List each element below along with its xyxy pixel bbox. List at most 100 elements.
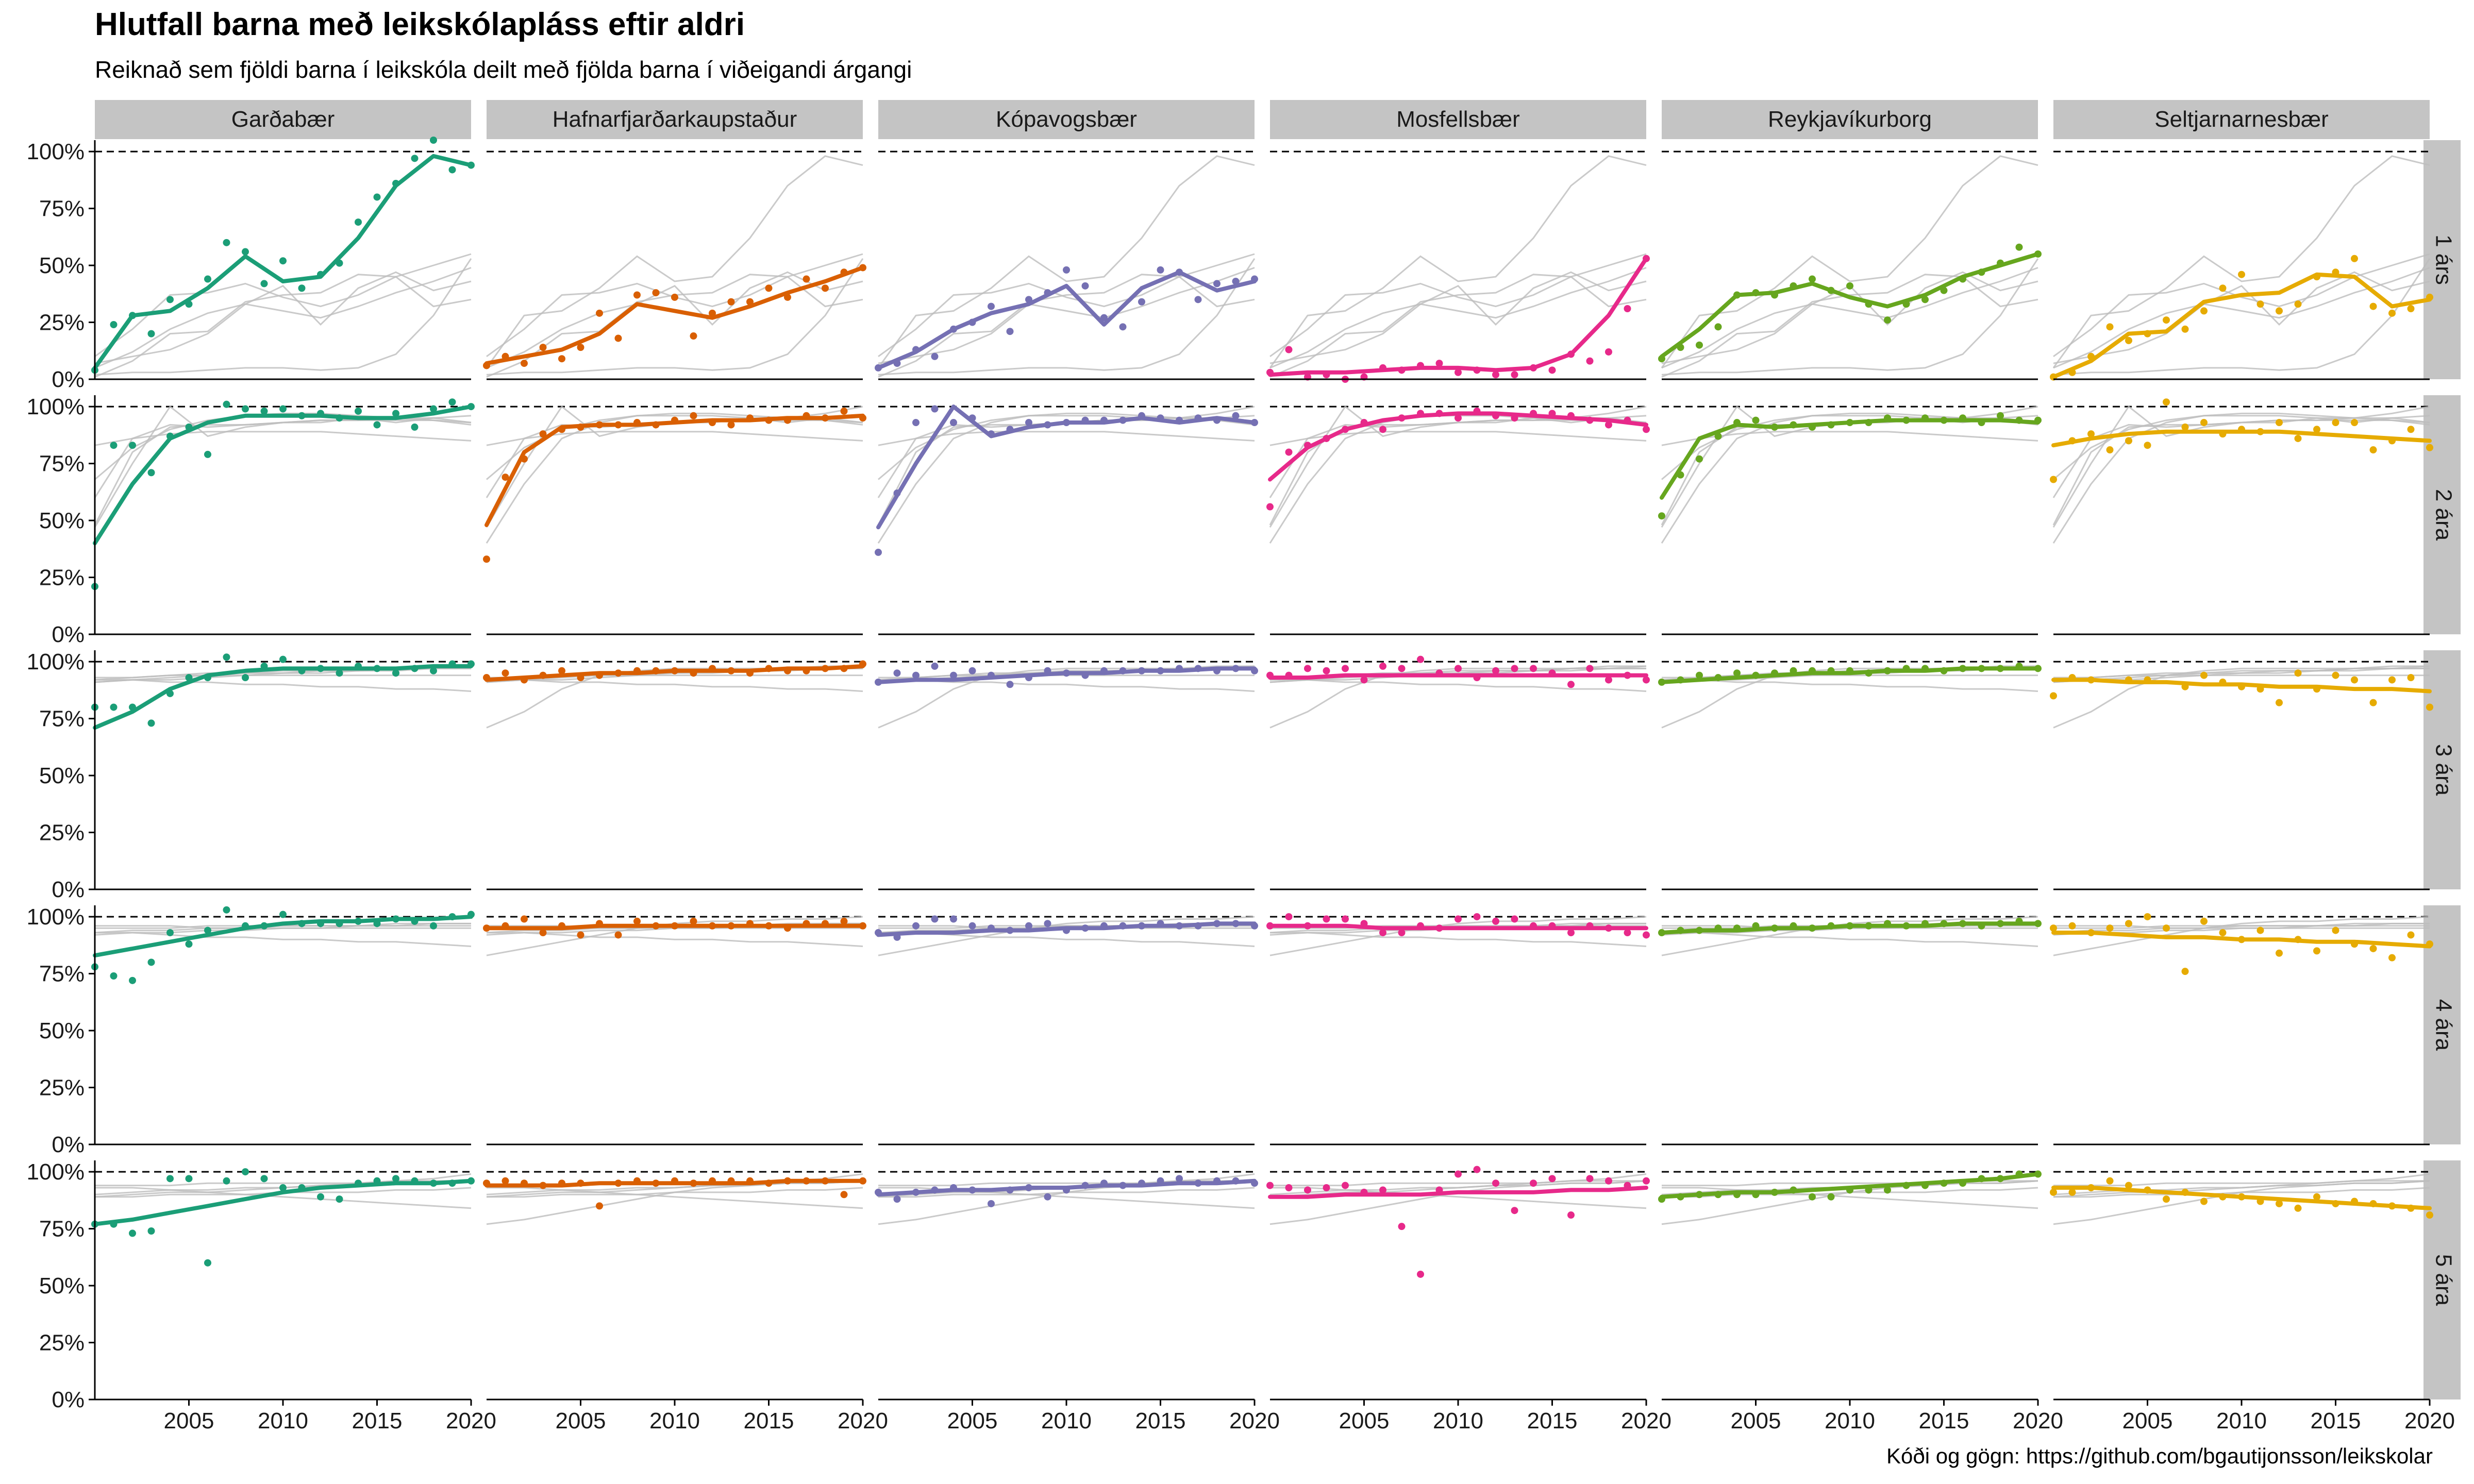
- background-trend-line: [878, 258, 1256, 376]
- x-tick-label: 2020: [446, 1408, 496, 1434]
- column-strip-label: Garðabær: [231, 107, 335, 132]
- data-point: [204, 1259, 211, 1267]
- background-trend-line: [2053, 667, 2430, 683]
- y-tick-label: 0%: [52, 367, 85, 392]
- data-point: [931, 662, 939, 670]
- x-tick-label: 2005: [1339, 1408, 1390, 1434]
- data-point: [147, 469, 155, 477]
- data-point: [223, 653, 230, 661]
- data-point: [2200, 1198, 2208, 1205]
- trend-line: [2051, 272, 2432, 379]
- data-point: [1752, 416, 1760, 424]
- chart-subtitle: Reiknað sem fjöldi barna í leikskóla dei…: [95, 56, 912, 83]
- background-trend-line: [486, 258, 864, 376]
- data-point: [1827, 1193, 1835, 1201]
- data-point: [260, 407, 268, 415]
- trend-line: [93, 664, 473, 730]
- data-point: [577, 344, 584, 351]
- data-point: [2163, 924, 2170, 932]
- data-point: [1266, 503, 1274, 511]
- trend-line: [1268, 1186, 1648, 1199]
- y-tick-label: 50%: [39, 253, 85, 278]
- data-point: [931, 352, 939, 360]
- data-point: [223, 239, 230, 246]
- data-point: [2294, 1204, 2302, 1212]
- data-point: [223, 400, 230, 408]
- background-trend-line: [94, 267, 472, 364]
- x-tick-label: 2015: [744, 1408, 794, 1434]
- data-point: [1492, 371, 1499, 379]
- data-point: [1379, 426, 1386, 433]
- background-trend-line: [1661, 258, 2039, 376]
- data-point: [614, 334, 622, 342]
- x-tick-label: 2010: [1825, 1408, 1875, 1434]
- data-point: [2144, 913, 2151, 921]
- background-trend-line: [487, 932, 863, 947]
- data-point: [1696, 671, 1703, 679]
- data-point: [1624, 305, 1631, 313]
- data-point: [2163, 398, 2170, 406]
- data-point: [1176, 1175, 1183, 1183]
- data-point: [1548, 1175, 1556, 1183]
- column-strip: [95, 100, 471, 139]
- data-point: [1658, 512, 1665, 520]
- data-point: [1398, 929, 1406, 937]
- data-point: [671, 293, 678, 301]
- background-trend-line: [1269, 253, 1647, 358]
- data-point: [2144, 442, 2151, 449]
- data-point: [1323, 667, 1330, 674]
- data-point: [2369, 945, 2377, 952]
- data-point: [373, 421, 381, 429]
- data-point: [1586, 357, 1594, 365]
- data-point: [1884, 316, 1891, 324]
- x-tick-label: 2010: [1433, 1408, 1483, 1434]
- data-point: [2369, 699, 2377, 706]
- data-point: [336, 1195, 343, 1203]
- data-point: [204, 450, 211, 458]
- data-point: [185, 940, 193, 948]
- data-point: [1081, 282, 1089, 290]
- data-point: [1323, 915, 1330, 923]
- background-trend-line: [1270, 932, 1647, 947]
- data-point: [968, 922, 976, 930]
- x-tick-label: 2020: [2013, 1408, 2063, 1434]
- background-trend-line: [1661, 274, 2038, 378]
- y-tick-label: 75%: [39, 196, 85, 222]
- data-point: [690, 412, 697, 419]
- data-point: [727, 298, 735, 306]
- data-point: [1548, 366, 1556, 374]
- data-point: [2407, 931, 2415, 939]
- data-point: [279, 1184, 287, 1192]
- y-tick-label: 25%: [39, 1330, 85, 1356]
- data-point: [558, 667, 565, 674]
- data-point: [2426, 444, 2433, 451]
- background-trend-line: [1270, 1187, 1647, 1209]
- data-point: [1342, 665, 1349, 672]
- data-point: [968, 667, 976, 674]
- y-tick-label: 25%: [39, 565, 85, 591]
- data-point: [147, 719, 155, 727]
- data-point: [1511, 915, 1518, 923]
- data-point: [279, 655, 287, 663]
- data-point: [1605, 1177, 1612, 1185]
- data-point: [1323, 1184, 1330, 1192]
- trend-line: [1268, 923, 1648, 931]
- trend-line: [2051, 429, 2432, 448]
- y-tick-label: 0%: [52, 1387, 85, 1412]
- data-point: [2388, 309, 2396, 317]
- data-point: [2163, 1195, 2170, 1203]
- row-strip-label: 5 ára: [2431, 1254, 2456, 1306]
- data-point: [129, 1229, 136, 1237]
- data-point: [709, 309, 716, 317]
- background-trend-line: [2053, 674, 2430, 679]
- data-point: [2125, 1182, 2132, 1189]
- data-point: [147, 330, 155, 338]
- data-point: [1379, 662, 1386, 670]
- background-trend-line: [1662, 1187, 2038, 1209]
- data-point: [2200, 307, 2208, 315]
- data-point: [2351, 676, 2358, 684]
- background-trend-line: [94, 419, 472, 498]
- data-point: [1194, 296, 1202, 303]
- data-point: [2294, 669, 2302, 677]
- background-trend-line: [95, 674, 471, 679]
